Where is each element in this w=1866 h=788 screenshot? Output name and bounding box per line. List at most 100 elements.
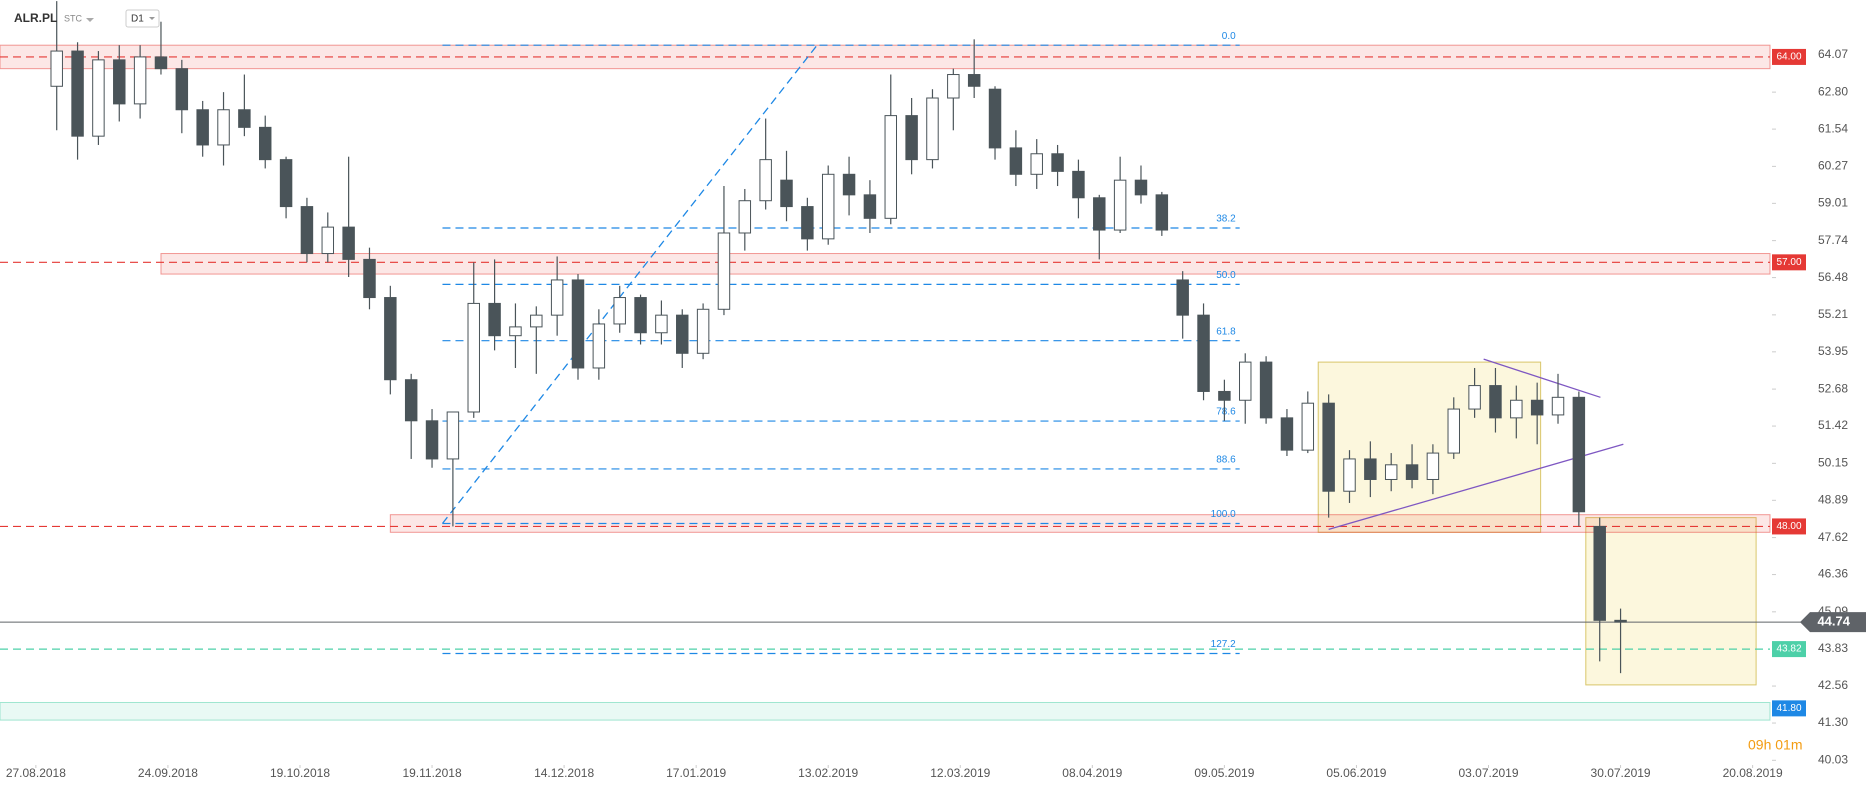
candle-body [905,115,918,161]
candle-body [1364,458,1377,480]
interval[interactable]: D1 [131,14,144,25]
x-tick-label: 17.01.2019 [666,766,726,780]
candle-body [71,50,84,137]
level-band [160,253,1771,275]
candle-body [1405,464,1419,480]
x-tick-label: 14.12.2018 [534,766,594,780]
candle-body [217,109,230,146]
fib-label: 127.2 [1211,639,1236,650]
candle-body [1134,179,1148,196]
candle-body [634,297,647,334]
x-tick-label: 19.11.2018 [402,766,461,780]
candle-body [1218,390,1231,401]
market[interactable]: STC [64,13,83,23]
candle-body [1197,314,1210,392]
candle-body [196,109,209,146]
candle-body [175,68,189,111]
countdown-timer: 09h 01m [1748,737,1802,753]
candle-body [1384,464,1398,480]
fib-label: 100.0 [1211,509,1236,520]
candle-body [425,420,439,460]
candle-body [717,232,731,310]
y-tick-label: 52.68 [1818,381,1848,395]
candle-body [50,50,63,87]
y-tick-label: 41.30 [1818,715,1848,729]
level-label: 48.00 [1776,521,1801,532]
y-tick-label: 61.54 [1818,121,1848,135]
candle-body [863,194,877,219]
level-label: 57.00 [1776,257,1801,268]
trendline [1483,358,1601,398]
x-tick-label: 20.08.2019 [1723,766,1783,780]
candle-body [467,302,480,413]
candle-body [279,159,293,208]
y-tick-label: 43.83 [1818,641,1848,655]
level-label-box [1772,48,1806,65]
y-tick-label: 57.74 [1818,233,1848,247]
candle-body [1426,452,1440,480]
fib-label: 88.6 [1216,455,1236,466]
level-label-box [1772,518,1806,535]
candle-body [342,226,355,260]
candle-body [1093,197,1106,231]
x-tick-label: 24.09.2018 [138,766,198,780]
y-tick-label: 62.80 [1818,84,1848,98]
candle-body [321,226,335,255]
candle-body [1572,396,1586,513]
x-tick-label: 30.07.2019 [1591,766,1651,780]
x-tick-label: 27.08.2018 [6,766,66,780]
x-tick-label: 13.02.2019 [798,766,858,780]
y-tick-label: 47.62 [1818,530,1848,544]
level-label-box [1772,700,1806,717]
market-dropdown-arrow[interactable] [86,18,94,22]
y-tick-label: 56.48 [1818,270,1848,284]
y-tick-label: 48.89 [1818,492,1848,506]
candle-body [1447,408,1460,454]
candle-body [592,323,606,369]
interval-arrow[interactable] [149,17,155,20]
fib-label: 50.0 [1216,270,1236,281]
y-tick-label: 40.03 [1818,752,1848,766]
fib-label: 78.6 [1216,407,1236,418]
candle-body [1030,153,1043,175]
candle-body [1301,402,1315,451]
y-tick-label: 55.21 [1818,307,1848,321]
candle-body [1510,399,1523,419]
fib-label: 0.0 [1222,31,1236,42]
candle-body [1468,385,1481,410]
candle-body [655,314,668,334]
level-label-box [1772,254,1806,271]
candle-body [967,74,981,87]
candle-body [738,200,752,234]
last-price-box [1800,612,1866,633]
x-tick-label: 03.07.2019 [1458,766,1518,780]
interval-dropdown[interactable] [125,9,160,28]
zone-box [1585,517,1757,686]
fib-label: 38.2 [1216,214,1236,225]
candle-body [926,97,939,161]
candle-body [258,126,272,161]
candle-body [363,258,376,299]
candle-body [988,88,1002,149]
level-label: 43.82 [1776,644,1801,655]
candle-body [1009,147,1023,175]
candle-body [571,279,585,369]
candle-body [92,59,105,137]
candle-body [1113,179,1127,231]
candle-body [300,206,314,255]
level-label-box [1772,641,1806,658]
x-tick-label: 12.03.2019 [930,766,990,780]
candle-body [696,308,710,354]
candle-body [384,297,397,381]
candle-body [238,109,251,128]
last-price-label: 44.74 [1817,614,1850,629]
candle-body [801,206,814,240]
fib-label: 61.8 [1216,326,1236,337]
candle-body [446,411,460,460]
x-tick-label: 19.10.2018 [270,766,330,780]
candle-body [550,279,564,316]
candle-body [1489,385,1502,419]
candle-body [821,173,835,240]
candle-body [759,159,772,202]
